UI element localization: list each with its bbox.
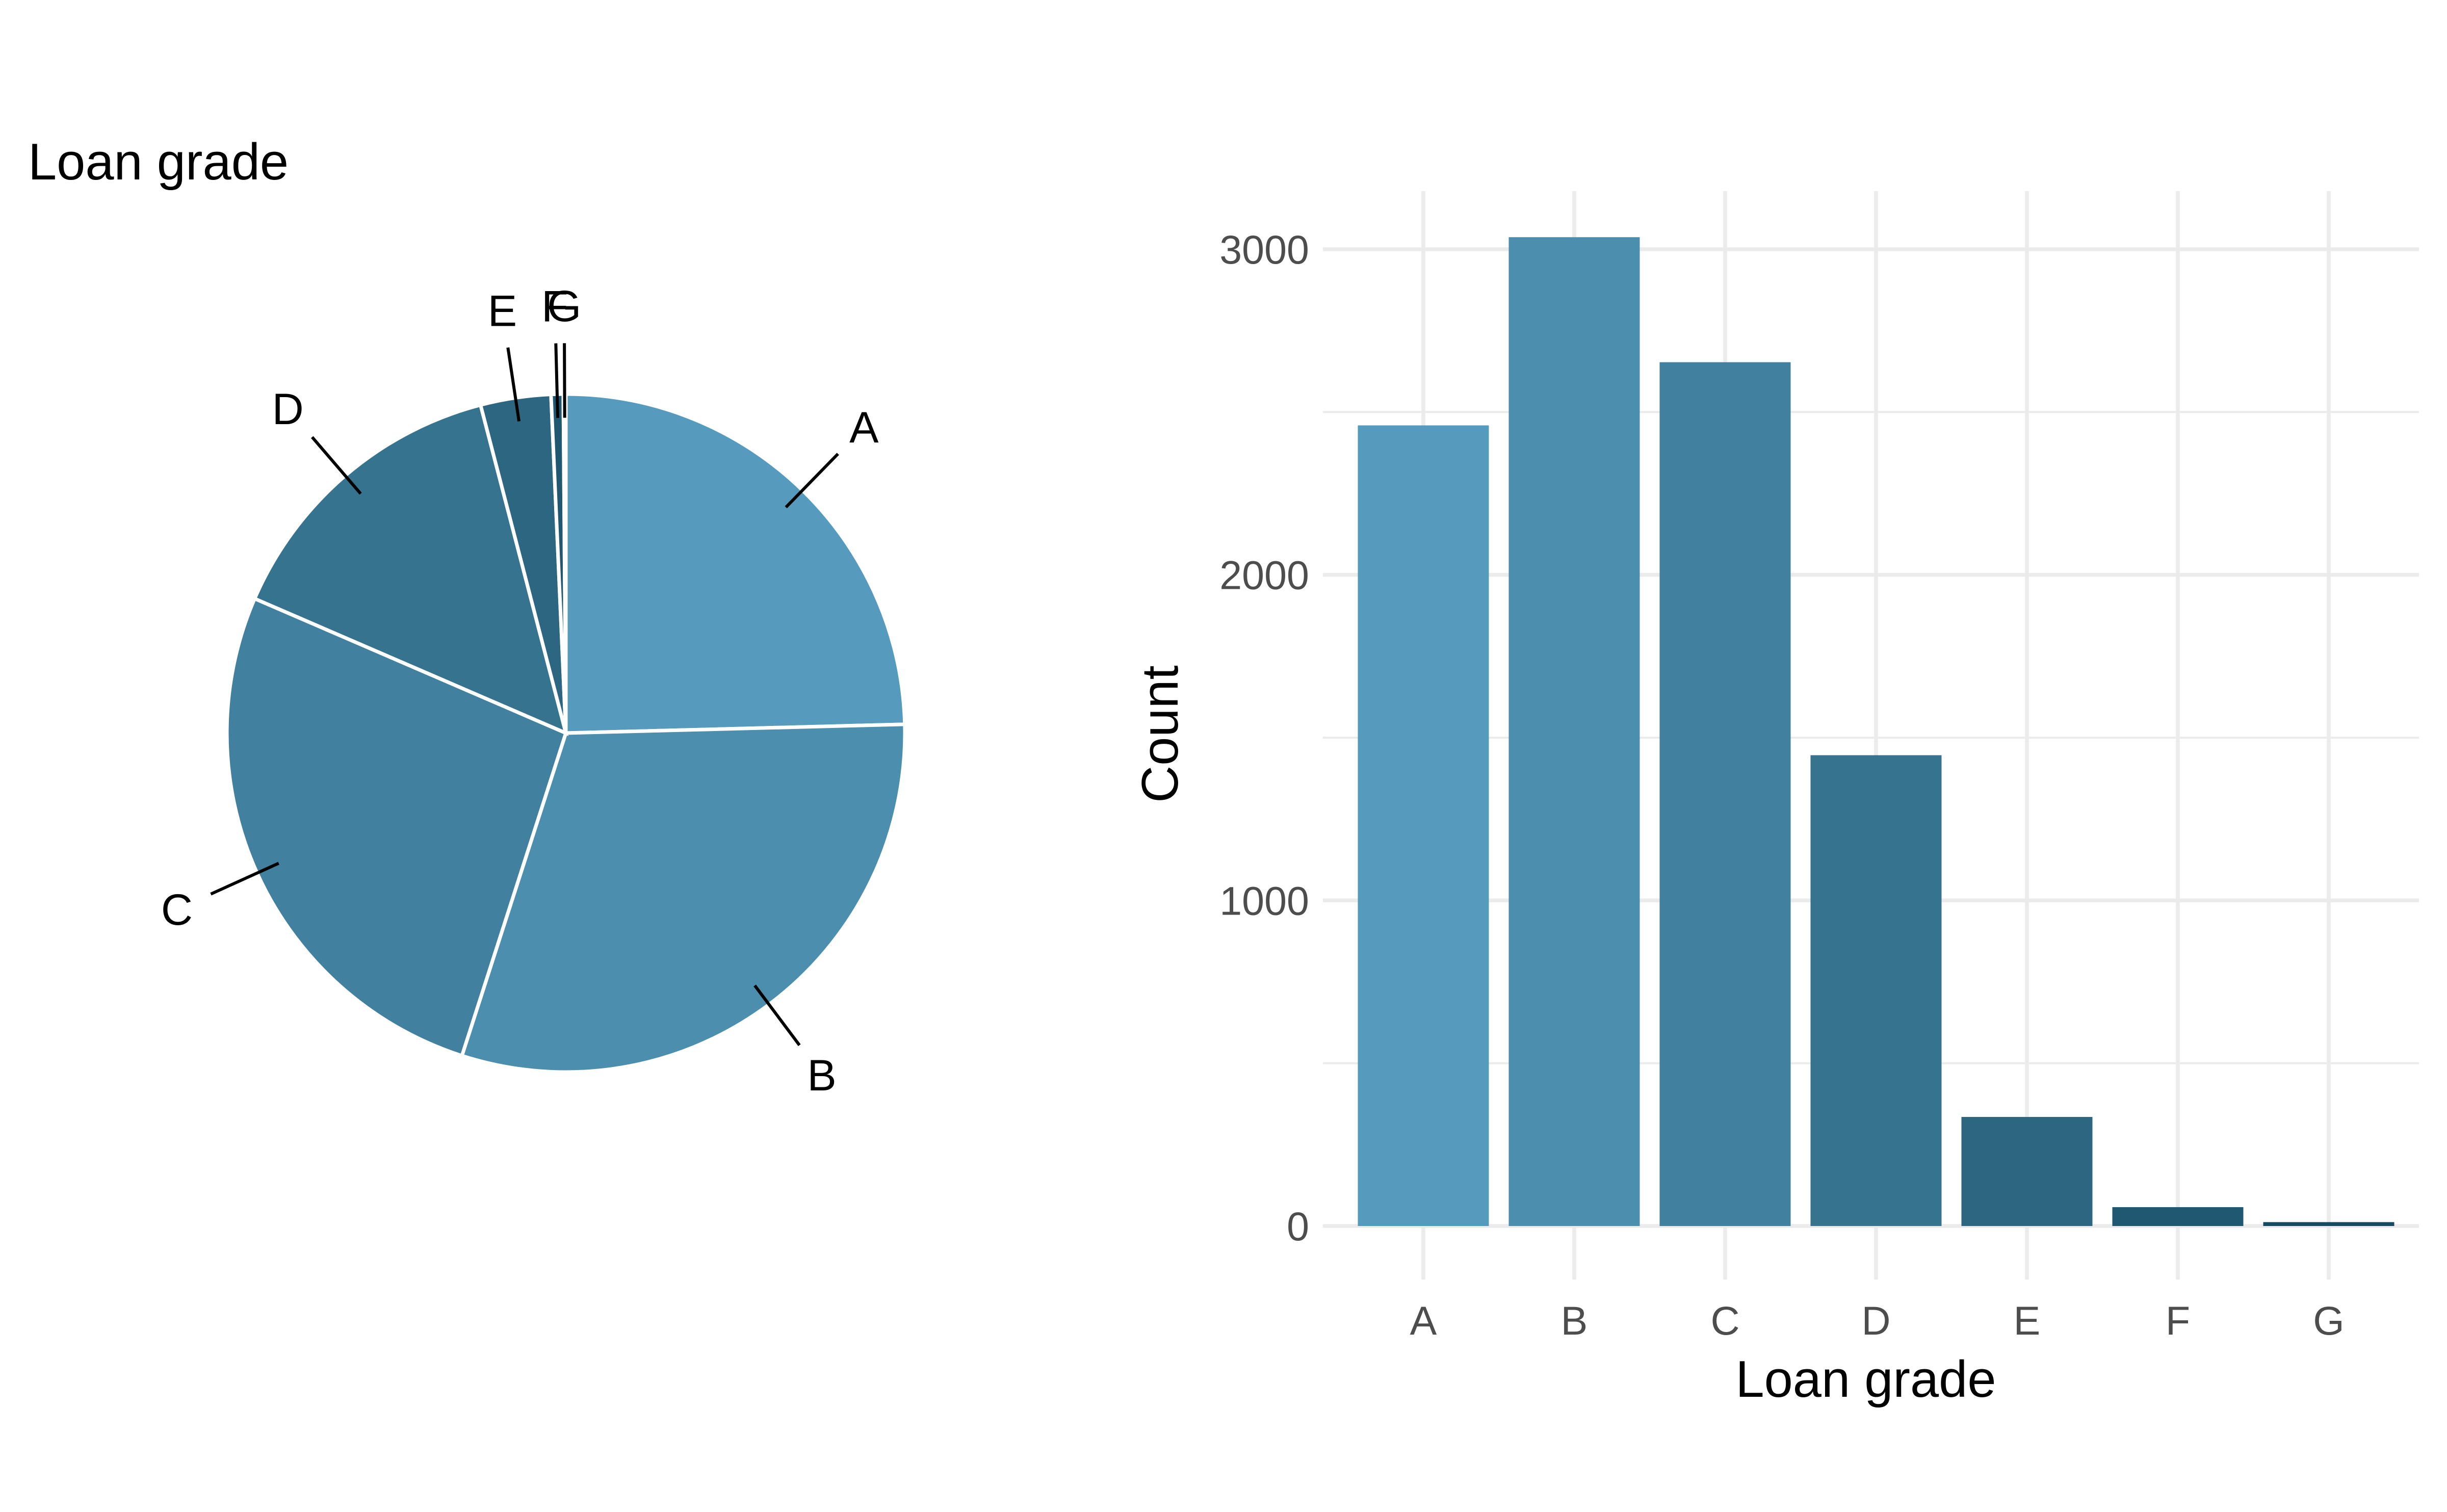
y-tick-label: 0	[1287, 1204, 1309, 1249]
y-tick-label: 2000	[1219, 553, 1309, 598]
pie-chart-panel: Loan grade A B C D E FG	[28, 134, 907, 1100]
x-tick-label-a: A	[1410, 1298, 1437, 1343]
x-axis-title: Loan grade	[1735, 1351, 1996, 1408]
bar-c	[1659, 362, 1791, 1226]
pie-label-d: D	[272, 385, 304, 434]
bar-a	[1358, 425, 1489, 1227]
pie-slice-labels: A B C D E FG	[161, 282, 879, 1100]
pie-leader-d	[310, 436, 362, 495]
x-tick-label-c: C	[1710, 1298, 1739, 1343]
y-axis-tick-labels: 0 1000 2000 3000	[1219, 227, 1309, 1249]
x-axis-tick-labels: A B C D E F G	[1410, 1298, 2345, 1343]
x-tick-label-d: D	[1861, 1298, 1890, 1343]
pie-leader-b	[753, 984, 801, 1047]
pie-label-g: G	[547, 282, 581, 331]
y-tick-label: 3000	[1219, 227, 1309, 272]
pie-leader-g	[563, 343, 566, 418]
pie-label-a: A	[849, 403, 879, 452]
bar-f	[2112, 1207, 2244, 1226]
pie-leader-a	[785, 453, 839, 509]
x-tick-label-e: E	[2014, 1298, 2041, 1343]
y-axis-title: Count	[1132, 665, 1189, 803]
bar-e	[1961, 1117, 2093, 1226]
pie-chart-title: Loan grade	[28, 134, 289, 191]
y-tick-label: 1000	[1219, 878, 1309, 923]
bar-b	[1508, 237, 1640, 1226]
pie-leader-c	[210, 862, 279, 896]
pie-slices	[225, 392, 907, 1074]
x-tick-label-g: G	[2313, 1298, 2344, 1343]
bar-chart-bars	[1358, 237, 2394, 1227]
pie-label-e: E	[488, 286, 517, 335]
pie-leader-f	[554, 343, 560, 418]
pie-label-c: C	[161, 885, 193, 934]
pie-leader-lines	[210, 343, 839, 1047]
x-tick-label-f: F	[2166, 1298, 2190, 1343]
x-tick-label-b: B	[1561, 1298, 1588, 1343]
pie-leader-e	[506, 347, 521, 422]
pie-label-f: F	[541, 282, 568, 331]
bar-g	[2263, 1222, 2394, 1226]
pie-label-b: B	[807, 1051, 836, 1100]
bar-d	[1810, 755, 1942, 1226]
bar-chart-panel: 0 1000 2000 3000 A B C D E F G Loan grade Count	[1132, 191, 2419, 1408]
